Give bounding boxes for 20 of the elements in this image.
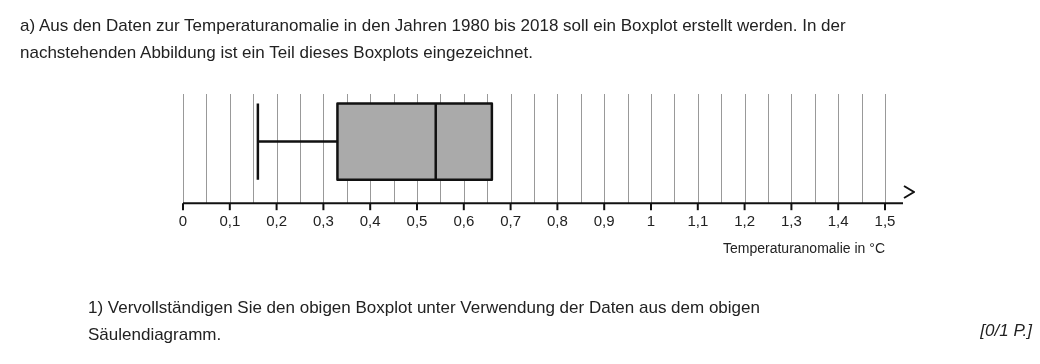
x-tick-label: 0,7	[500, 212, 522, 230]
text: [0/1 P.]	[980, 321, 1032, 341]
x-tick-label: 1	[646, 212, 656, 230]
x-tick-label: 0,6	[453, 212, 475, 230]
x-tick-label: 0,3	[312, 212, 334, 230]
x-tick-label: 0,4	[359, 212, 381, 230]
x-tick-label: 1,5	[874, 212, 896, 230]
x-tick-label: 1,2	[734, 212, 756, 230]
x-tick-label: 1,4	[827, 212, 849, 230]
x-tick-label: 1,3	[780, 212, 802, 230]
x-tick-label: 0,2	[266, 212, 288, 230]
x-tick-label: 0,5	[406, 212, 428, 230]
x-axis-title: Temperaturanomalie in °C	[722, 240, 885, 257]
x-tick-label: 1,1	[687, 212, 709, 230]
text: 1) Vervollständigen Sie den obigen Boxplot unter Verwendung der Daten aus dem obigen Säulendiagramm.	[88, 297, 761, 346]
x-tick-label: 0	[178, 212, 188, 230]
x-tick-label: 0,8	[546, 212, 568, 230]
chart-title: a) Aus den Daten zur Temperaturanomalie in den Jahren 1980 bis 2018 soll ein Boxplot erstellt werden. In der nachstehenden Abbildung ist ein Teil dieses Boxplots eingezeichnet.	[20, 15, 847, 64]
x-tick-label: 0,9	[593, 212, 615, 230]
x-tick-label: 0,1	[219, 212, 241, 230]
